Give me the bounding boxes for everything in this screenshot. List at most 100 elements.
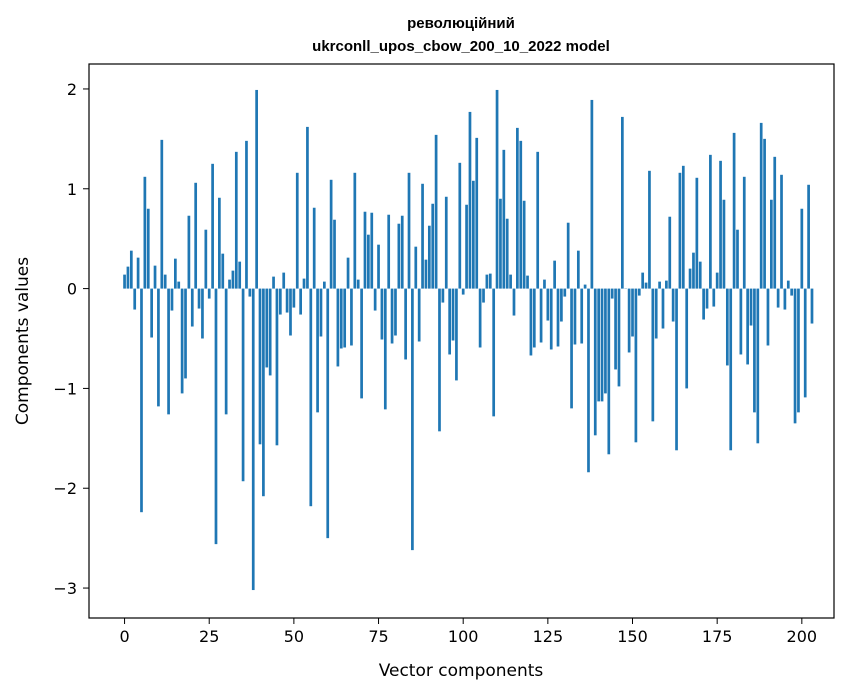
bar <box>282 272 286 289</box>
bar <box>444 196 448 289</box>
bar <box>786 280 790 289</box>
x-tick-label: 175 <box>702 627 733 646</box>
bar <box>607 288 611 455</box>
bar <box>556 288 560 347</box>
bar <box>766 288 770 346</box>
bar <box>278 288 282 315</box>
bar <box>360 288 363 399</box>
bar <box>136 257 140 289</box>
bar <box>587 288 590 473</box>
bar <box>678 172 682 289</box>
y-tick-label: 2 <box>67 80 77 99</box>
bar <box>167 288 170 415</box>
bar <box>255 89 258 289</box>
bar <box>705 288 709 309</box>
bar <box>339 288 343 349</box>
bar <box>295 172 299 289</box>
bar <box>526 275 529 289</box>
bar <box>218 197 221 289</box>
bar <box>451 288 455 341</box>
bar <box>197 288 201 309</box>
bar <box>207 288 211 299</box>
bar <box>783 288 787 310</box>
bar <box>140 288 143 513</box>
bar <box>350 288 353 346</box>
bar <box>593 288 597 436</box>
bars-layer <box>123 89 814 591</box>
bar <box>790 288 794 296</box>
y-axis: −3 −2 −1 0 1 2 <box>53 80 89 598</box>
bar <box>272 276 275 289</box>
bar <box>241 288 245 482</box>
bar <box>190 288 194 327</box>
bar <box>512 288 516 316</box>
bar <box>174 258 177 289</box>
bar <box>614 288 617 370</box>
bar <box>681 165 685 289</box>
bar <box>509 274 512 289</box>
y-tick-label: −2 <box>53 479 77 498</box>
bar <box>228 279 231 289</box>
bar <box>414 246 418 289</box>
bar <box>549 288 553 350</box>
bar <box>475 137 479 289</box>
bar <box>621 116 624 289</box>
bar <box>604 288 607 394</box>
bar <box>157 288 160 407</box>
bar <box>773 156 777 289</box>
bar <box>245 140 248 289</box>
bar <box>725 288 729 366</box>
bar <box>380 288 384 340</box>
bar <box>373 288 377 311</box>
bar <box>129 250 133 289</box>
bar <box>692 252 695 289</box>
bar <box>776 288 780 308</box>
bar <box>742 176 746 289</box>
bar <box>211 163 214 289</box>
bar <box>238 261 242 289</box>
bar <box>336 288 340 367</box>
bar <box>214 288 218 545</box>
bar <box>627 288 631 353</box>
y-tick-label: 0 <box>67 280 77 299</box>
bar <box>411 288 414 551</box>
chart-subtitle: ukrconll_upos_cbow_200_10_2022 model <box>312 38 610 55</box>
bar <box>753 288 756 413</box>
bar <box>698 261 702 289</box>
bar <box>800 208 804 289</box>
bar <box>654 288 658 339</box>
bar <box>424 259 428 289</box>
bar <box>803 288 807 398</box>
bar <box>668 216 672 289</box>
bar <box>258 288 262 445</box>
x-tick-label: 0 <box>119 627 129 646</box>
bar <box>448 288 451 355</box>
bar <box>807 184 810 289</box>
bar <box>749 288 753 326</box>
bar <box>617 288 621 387</box>
bar <box>397 223 401 289</box>
y-axis-label: Components values <box>13 257 33 425</box>
bar <box>204 229 208 289</box>
bar <box>712 288 716 307</box>
bar <box>671 288 675 322</box>
bar <box>275 288 279 446</box>
x-tick-label: 75 <box>368 627 388 646</box>
bar <box>519 140 523 289</box>
bar <box>566 222 570 289</box>
bar <box>641 272 645 289</box>
bar <box>404 288 407 360</box>
bar <box>163 274 167 289</box>
bar <box>658 281 661 289</box>
bar <box>434 134 438 289</box>
x-axis: 0 25 50 75 100 125 150 175 200 <box>119 618 817 646</box>
bar <box>333 219 336 289</box>
bar <box>600 288 604 402</box>
bar <box>563 288 567 297</box>
x-axis-label: Vector components <box>379 661 544 681</box>
bar <box>133 288 137 310</box>
bar <box>780 174 783 289</box>
bar <box>759 122 763 289</box>
bar <box>262 288 265 497</box>
